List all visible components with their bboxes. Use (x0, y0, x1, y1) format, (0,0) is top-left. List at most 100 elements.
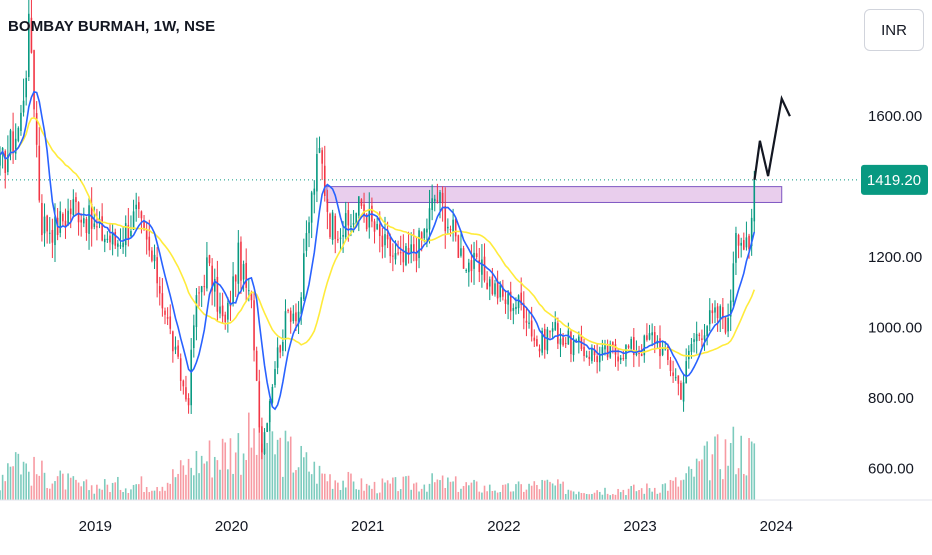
volume-bar (518, 481, 520, 500)
volume-bar (93, 494, 95, 500)
candle-body (59, 211, 61, 233)
volume-bar (612, 494, 614, 500)
candle-body (573, 342, 575, 356)
candle-body (313, 189, 315, 195)
volume-bar (434, 482, 436, 500)
volume-bar (345, 487, 347, 500)
y-tick-label: 1600.00 (868, 108, 922, 125)
volume-bar (719, 469, 721, 500)
candle-body (306, 233, 308, 251)
candle-body (78, 202, 80, 222)
volume-bar (573, 491, 575, 500)
volume-bar (329, 474, 331, 500)
volume-bar (633, 485, 635, 500)
volume-bar (75, 480, 77, 500)
volume-bar (657, 494, 659, 500)
candle-body (473, 253, 475, 269)
volume-bar (122, 492, 124, 500)
volume-bar (730, 443, 732, 500)
candle-body (358, 196, 360, 215)
candle-body (725, 317, 727, 333)
volume-bar (560, 484, 562, 500)
volume-bar (510, 492, 512, 500)
volume-bar (662, 484, 664, 500)
candle-body (146, 230, 148, 240)
candle-body (397, 253, 399, 254)
candle-body (623, 358, 625, 359)
volume-bar (101, 490, 103, 500)
candle-body (426, 229, 428, 233)
volume-bar (308, 472, 310, 500)
volume-bar (588, 494, 590, 500)
candle-body (245, 263, 247, 288)
candle-body (586, 355, 588, 356)
volume-bar (20, 474, 22, 500)
volume-bar (125, 488, 127, 500)
candle-body (138, 202, 140, 209)
volume-bar (355, 489, 357, 500)
volume-bar (353, 481, 355, 500)
candle-body (484, 257, 486, 281)
candle-body (418, 230, 420, 258)
candle-body (36, 113, 38, 145)
volume-bar (135, 484, 137, 500)
candle-body (175, 347, 177, 350)
volume-bar (683, 480, 685, 500)
candle-body (180, 358, 182, 381)
candle-body (423, 229, 425, 238)
volume-bar (316, 484, 318, 500)
volume-bar (602, 495, 604, 500)
candle-body (164, 311, 166, 315)
candle-body (565, 343, 567, 344)
x-tick-label: 2022 (487, 518, 520, 535)
volume-bar (366, 484, 368, 500)
volume-bar (552, 483, 554, 500)
volume-bar (486, 491, 488, 500)
volume-bar (678, 487, 680, 500)
volume-bar (190, 468, 192, 500)
candle-body (167, 317, 169, 318)
candle-body (570, 332, 572, 355)
candle-body (303, 253, 305, 299)
volume-bar (78, 483, 80, 500)
volume-bar (426, 492, 428, 500)
volume-bar (392, 478, 394, 500)
volume-bar (117, 477, 119, 500)
candle-body (678, 375, 680, 383)
volume-bar (709, 480, 711, 500)
volume-bar (746, 475, 748, 500)
volume-bar (484, 486, 486, 500)
candle-body (107, 239, 109, 240)
volume-bar (285, 431, 287, 500)
volume-bar (143, 492, 145, 500)
volume-bar (489, 485, 491, 500)
resistance-zone (327, 187, 782, 203)
candle-body (235, 275, 237, 281)
volume-bar (80, 486, 82, 500)
volume-bar (282, 477, 284, 500)
candle-body (190, 350, 192, 405)
volume-bar (554, 485, 556, 500)
volume-bar (539, 489, 541, 500)
volume-bar (591, 494, 593, 500)
candle-body (630, 339, 632, 349)
volume-bar (494, 491, 496, 500)
candle-body (101, 216, 103, 240)
volume-bar (691, 469, 693, 500)
candle-body (536, 339, 538, 346)
candle-body (243, 264, 245, 279)
volume-bar (528, 484, 530, 500)
volume-bar (636, 491, 638, 500)
candle-body (122, 243, 124, 247)
candle-body (685, 361, 687, 383)
volume-bar (264, 449, 266, 500)
candle-body (321, 150, 323, 163)
volume-bar (547, 480, 549, 500)
currency-selector[interactable]: INR (864, 9, 924, 51)
volume-bar (368, 485, 370, 500)
candle-body (471, 260, 473, 271)
candle-body (177, 346, 179, 357)
volume-bar (287, 441, 289, 500)
candle-body (544, 329, 546, 350)
